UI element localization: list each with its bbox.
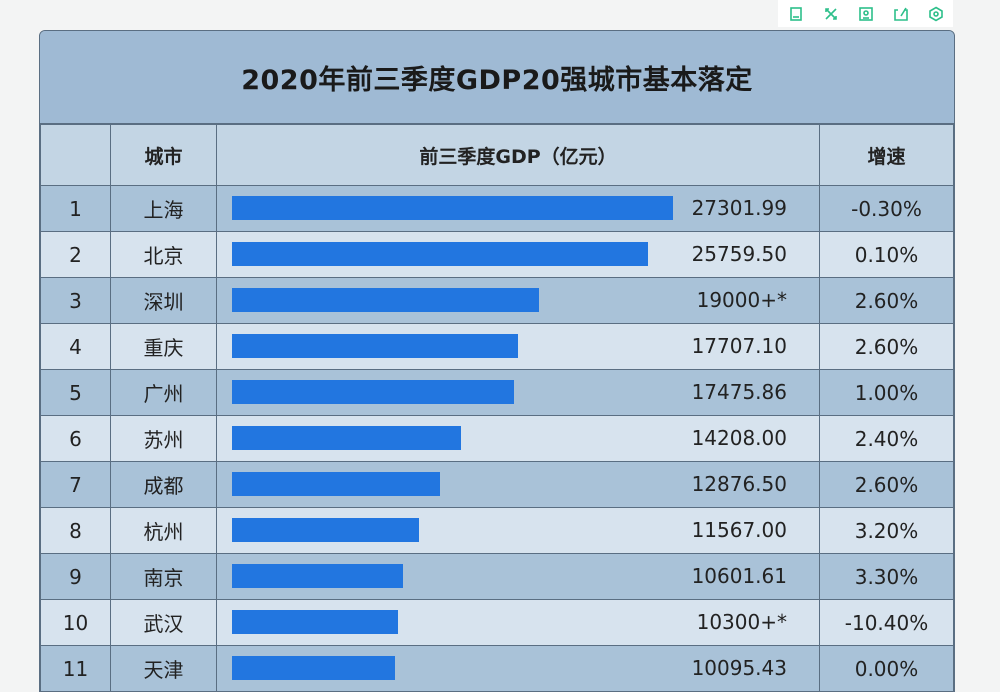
gdp-value-label: 19000+* (696, 288, 787, 312)
rank-cell: 8 (40, 507, 111, 554)
gdp-bar (232, 426, 461, 450)
gdp-value-label: 10095.43 (691, 656, 787, 680)
growth-cell: 3.20% (819, 507, 954, 554)
gdp-header: 前三季度GDP（亿元） (216, 124, 820, 186)
table-row: 6 苏州 14208.00 2.40% (40, 415, 954, 462)
gdp-value-label: 10601.61 (691, 564, 787, 588)
bookmark-icon[interactable] (778, 0, 813, 27)
gdp-cell: 11567.00 (216, 507, 820, 554)
gdp-bar (232, 334, 518, 358)
gdp-table: 城市 前三季度GDP（亿元） 增速 1 上海 27301.99 -0.30% 2 北京 25… (40, 124, 954, 691)
growth-cell: -0.30% (819, 185, 954, 232)
growth-cell: 2.60% (819, 323, 954, 370)
table-row: 7 成都 12876.50 2.60% (40, 461, 954, 508)
growth-cell: 0.00% (819, 645, 954, 691)
gdp-bar (232, 242, 648, 266)
rank-header (40, 124, 111, 186)
city-cell: 天津 (110, 645, 217, 691)
city-cell: 武汉 (110, 599, 217, 646)
table-row: 11 天津 10095.43 0.00% (40, 645, 954, 691)
gdp-value-label: 17475.86 (691, 380, 787, 404)
city-cell: 重庆 (110, 323, 217, 370)
growth-cell: 2.60% (819, 277, 954, 324)
city-header: 城市 (110, 124, 217, 186)
expand-icon[interactable] (813, 0, 848, 27)
rank-cell: 2 (40, 231, 111, 278)
growth-cell: 2.40% (819, 415, 954, 462)
city-cell: 南京 (110, 553, 217, 600)
gdp-value-label: 25759.50 (691, 242, 787, 266)
table-body: 1 上海 27301.99 -0.30% 2 北京 25759.50 0.10% 3 深圳 1900… (40, 185, 954, 691)
growth-cell: 0.10% (819, 231, 954, 278)
share-icon[interactable] (883, 0, 918, 27)
gdp-cell: 25759.50 (216, 231, 820, 278)
gdp-bar (232, 380, 514, 404)
growth-cell: 2.60% (819, 461, 954, 508)
city-cell: 广州 (110, 369, 217, 416)
rank-cell: 1 (40, 185, 111, 232)
rank-cell: 5 (40, 369, 111, 416)
table-row: 1 上海 27301.99 -0.30% (40, 185, 954, 232)
rank-cell: 7 (40, 461, 111, 508)
gdp-value-label: 11567.00 (691, 518, 787, 542)
table-row: 9 南京 10601.61 3.30% (40, 553, 954, 600)
city-cell: 苏州 (110, 415, 217, 462)
gdp-value-label: 14208.00 (691, 426, 787, 450)
growth-cell: -10.40% (819, 599, 954, 646)
gdp-cell: 17475.86 (216, 369, 820, 416)
gdp-value-label: 10300+* (696, 610, 787, 634)
rank-cell: 10 (40, 599, 111, 646)
toolbar (778, 0, 953, 27)
city-cell: 深圳 (110, 277, 217, 324)
gdp-value-label: 12876.50 (691, 472, 787, 496)
city-cell: 上海 (110, 185, 217, 232)
settings-icon[interactable] (918, 0, 953, 27)
gdp-ranking-card: 2020年前三季度GDP20强城市基本落定 城市 前三季度GDP（亿元） 增速 … (39, 30, 955, 692)
gdp-cell: 10601.61 (216, 553, 820, 600)
rank-cell: 4 (40, 323, 111, 370)
rank-cell: 3 (40, 277, 111, 324)
gdp-cell: 17707.10 (216, 323, 820, 370)
gdp-bar (232, 288, 539, 312)
city-cell: 北京 (110, 231, 217, 278)
city-cell: 成都 (110, 461, 217, 508)
growth-header: 增速 (819, 124, 954, 186)
gdp-bar (232, 656, 395, 680)
table-row: 4 重庆 17707.10 2.60% (40, 323, 954, 370)
chart-title: 2020年前三季度GDP20强城市基本落定 (40, 31, 954, 124)
growth-cell: 1.00% (819, 369, 954, 416)
table-row: 10 武汉 10300+* -10.40% (40, 599, 954, 646)
table-row: 3 深圳 19000+* 2.60% (40, 277, 954, 324)
gdp-bar (232, 610, 398, 634)
gdp-cell: 14208.00 (216, 415, 820, 462)
rank-cell: 9 (40, 553, 111, 600)
table-row: 2 北京 25759.50 0.10% (40, 231, 954, 278)
gdp-cell: 27301.99 (216, 185, 820, 232)
gdp-bar (232, 196, 673, 220)
gdp-cell: 10095.43 (216, 645, 820, 691)
gdp-value-label: 27301.99 (691, 196, 787, 220)
gdp-bar (232, 564, 403, 588)
growth-cell: 3.30% (819, 553, 954, 600)
gdp-cell: 12876.50 (216, 461, 820, 508)
image-icon[interactable] (848, 0, 883, 27)
table-row: 8 杭州 11567.00 3.20% (40, 507, 954, 554)
gdp-bar (232, 472, 440, 496)
gdp-cell: 10300+* (216, 599, 820, 646)
gdp-cell: 19000+* (216, 277, 820, 324)
table-row: 5 广州 17475.86 1.00% (40, 369, 954, 416)
gdp-bar (232, 518, 419, 542)
rank-cell: 11 (40, 645, 111, 691)
rank-cell: 6 (40, 415, 111, 462)
city-cell: 杭州 (110, 507, 217, 554)
gdp-value-label: 17707.10 (691, 334, 787, 358)
